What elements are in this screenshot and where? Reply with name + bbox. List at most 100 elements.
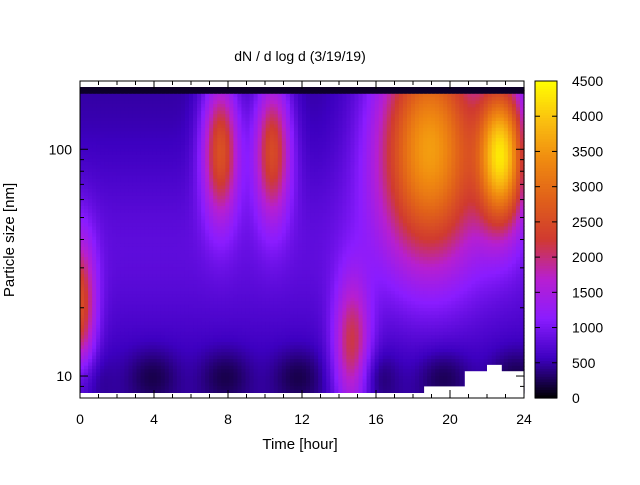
heatmap-cell [217, 97, 222, 102]
heatmap-cell [281, 165, 287, 170]
heatmap-cell [245, 212, 251, 217]
heatmap-cell [499, 175, 505, 180]
heatmap-cell [390, 141, 396, 146]
heatmap-cell [229, 114, 234, 119]
heatmap-cell [447, 212, 452, 217]
heatmap-cell [273, 151, 279, 156]
heatmap-cell [128, 226, 134, 231]
heatmap-cell [136, 100, 142, 105]
heatmap-cell [475, 93, 481, 98]
heatmap-cell [519, 124, 525, 129]
heatmap-cell [84, 226, 89, 231]
heatmap-cell [273, 189, 279, 193]
heatmap-cell [507, 110, 513, 115]
heatmap-cell [487, 124, 493, 129]
heatmap-cell [427, 202, 432, 207]
heatmap-cell [148, 141, 154, 146]
heatmap-cell [507, 158, 513, 163]
heatmap-cell [306, 189, 311, 193]
heatmap-cell [362, 236, 368, 241]
heatmap-cell [326, 104, 331, 108]
heatmap-cell [507, 100, 513, 105]
heatmap-cell [322, 212, 327, 217]
heatmap-cell [180, 172, 186, 176]
heatmap-cell [188, 93, 194, 98]
heatmap-cell [483, 192, 489, 197]
heatmap-cell [410, 141, 416, 146]
heatmap-cell [172, 192, 178, 197]
heatmap-cell [410, 209, 416, 214]
heatmap-cell [439, 236, 444, 241]
heatmap-cell [415, 209, 420, 214]
heatmap-cell [362, 165, 368, 170]
heatmap-cell [314, 161, 319, 166]
heatmap-cell [148, 223, 154, 227]
heatmap-cell [491, 107, 497, 112]
heatmap-cell [209, 107, 214, 112]
heatmap-cell [241, 199, 247, 204]
heatmap-cell [180, 104, 186, 108]
heatmap-cell [503, 223, 509, 227]
heatmap-cell [419, 90, 424, 95]
heatmap-cell [132, 158, 138, 163]
heatmap-cell [439, 110, 444, 115]
heatmap-cell [237, 97, 243, 102]
heatmap-cell [100, 236, 105, 241]
heatmap-cell [495, 87, 501, 91]
heatmap-cell [406, 124, 412, 129]
heatmap-cell [140, 236, 146, 241]
heatmap-cell [108, 185, 113, 190]
heatmap-cell [233, 175, 239, 180]
heatmap-cell [322, 192, 327, 197]
heatmap-cell [96, 178, 101, 183]
heatmap-cell [515, 229, 521, 234]
heatmap-cell [293, 219, 299, 224]
heatmap-cell [128, 223, 134, 227]
heatmap-cell [180, 121, 186, 125]
heatmap-cell [221, 141, 226, 146]
heatmap-cell [225, 97, 230, 102]
heatmap-cell [370, 223, 376, 227]
heatmap-cell [423, 178, 428, 183]
heatmap-cell [386, 229, 392, 234]
heatmap-cell [120, 240, 125, 244]
heatmap-cell [249, 206, 255, 210]
heatmap-cell [180, 87, 186, 91]
heatmap-cell [112, 185, 117, 190]
heatmap-cell [100, 121, 105, 125]
heatmap-cell [241, 124, 247, 129]
heatmap-cell [132, 209, 138, 214]
heatmap-cell [443, 223, 448, 227]
heatmap-cell [92, 195, 97, 200]
heatmap-cell [318, 158, 323, 163]
heatmap-cell [346, 148, 352, 153]
heatmap-cell [382, 110, 388, 115]
heatmap-cell [398, 172, 404, 176]
heatmap-cell [104, 195, 109, 200]
heatmap-cell [515, 158, 521, 163]
heatmap-cell [507, 121, 513, 125]
heatmap-cell [213, 195, 218, 200]
heatmap-cell [104, 148, 109, 153]
heatmap-cell [152, 148, 158, 153]
heatmap-cell [310, 236, 315, 241]
heatmap-cell [374, 97, 380, 102]
heatmap-cell [104, 223, 109, 227]
heatmap-cell [233, 134, 239, 139]
heatmap-cell [277, 110, 283, 115]
heatmap-cell [519, 185, 525, 190]
heatmap-cell [350, 226, 356, 231]
heatmap-cell [463, 158, 469, 163]
heatmap-cell [475, 199, 481, 204]
heatmap-cell [354, 151, 360, 156]
heatmap-cell [168, 104, 174, 108]
heatmap-cell [285, 155, 291, 159]
heatmap-cell [100, 223, 105, 227]
heatmap-cell [136, 151, 142, 156]
heatmap-cell [406, 216, 412, 221]
heatmap-cell [205, 131, 210, 136]
heatmap-cell [217, 144, 222, 149]
heatmap-cell [435, 124, 440, 129]
heatmap-cell [144, 138, 150, 142]
